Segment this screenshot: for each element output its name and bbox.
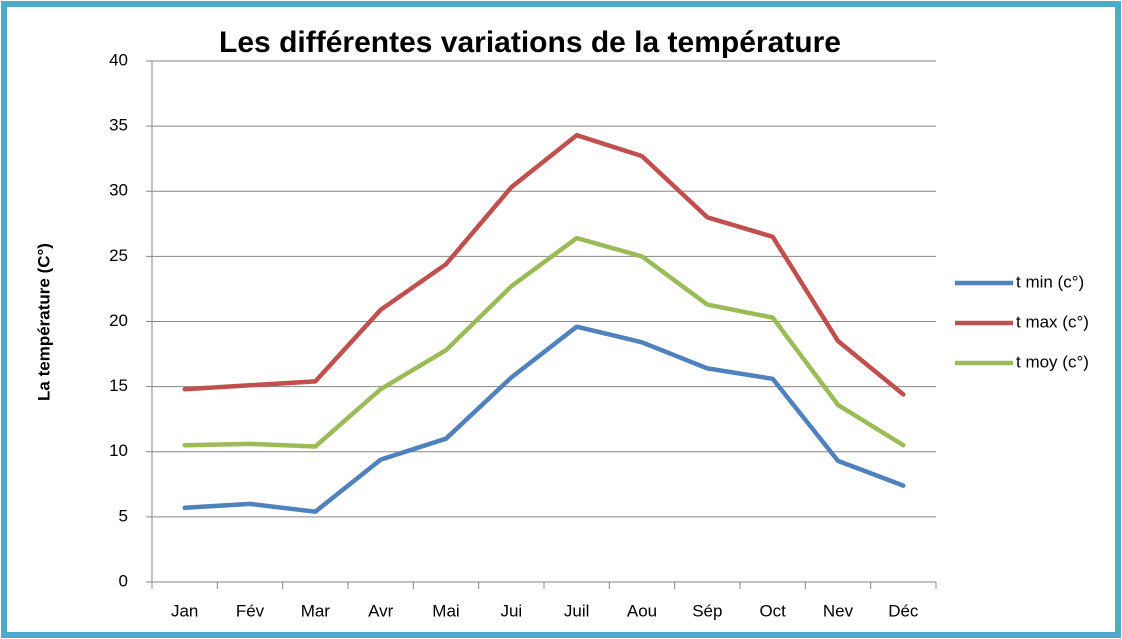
- legend-label: t max (c°): [1016, 312, 1089, 331]
- legend-label: t min (c°): [1016, 272, 1084, 291]
- x-tick-label: Oct: [759, 601, 786, 620]
- line-series: [182, 235, 906, 449]
- legend-label: t moy (c°): [1016, 352, 1089, 371]
- x-tick-label: Jui: [500, 601, 522, 620]
- x-tick-label: Mar: [301, 601, 331, 620]
- x-tick-label: Jan: [171, 601, 198, 620]
- line-series: [182, 132, 906, 397]
- y-tick-label: 20: [109, 311, 128, 330]
- y-tick-label: 15: [109, 376, 128, 395]
- x-tick-label: Nev: [823, 601, 854, 620]
- x-tick-label: Fév: [236, 601, 265, 620]
- chart-title: Les différentes variations de la tempéra…: [219, 26, 841, 59]
- y-tick-label: 0: [119, 571, 128, 590]
- y-tick-label: 25: [109, 246, 128, 265]
- line-series: [182, 324, 906, 514]
- x-tick-label: Avr: [368, 601, 394, 620]
- y-tick-label: 40: [109, 50, 128, 69]
- y-tick-label: 30: [109, 181, 128, 200]
- y-axis-label: La température (C°): [34, 243, 53, 401]
- y-tick-label: 5: [119, 506, 128, 525]
- x-tick-label: Juil: [564, 601, 590, 620]
- y-tick-label: 35: [109, 116, 128, 135]
- x-tick-label: Aou: [627, 601, 657, 620]
- x-tick-label: Mai: [432, 601, 459, 620]
- x-tick-label: Sép: [692, 601, 722, 620]
- x-tick-label: Déc: [888, 601, 919, 620]
- y-tick-label: 10: [109, 441, 128, 460]
